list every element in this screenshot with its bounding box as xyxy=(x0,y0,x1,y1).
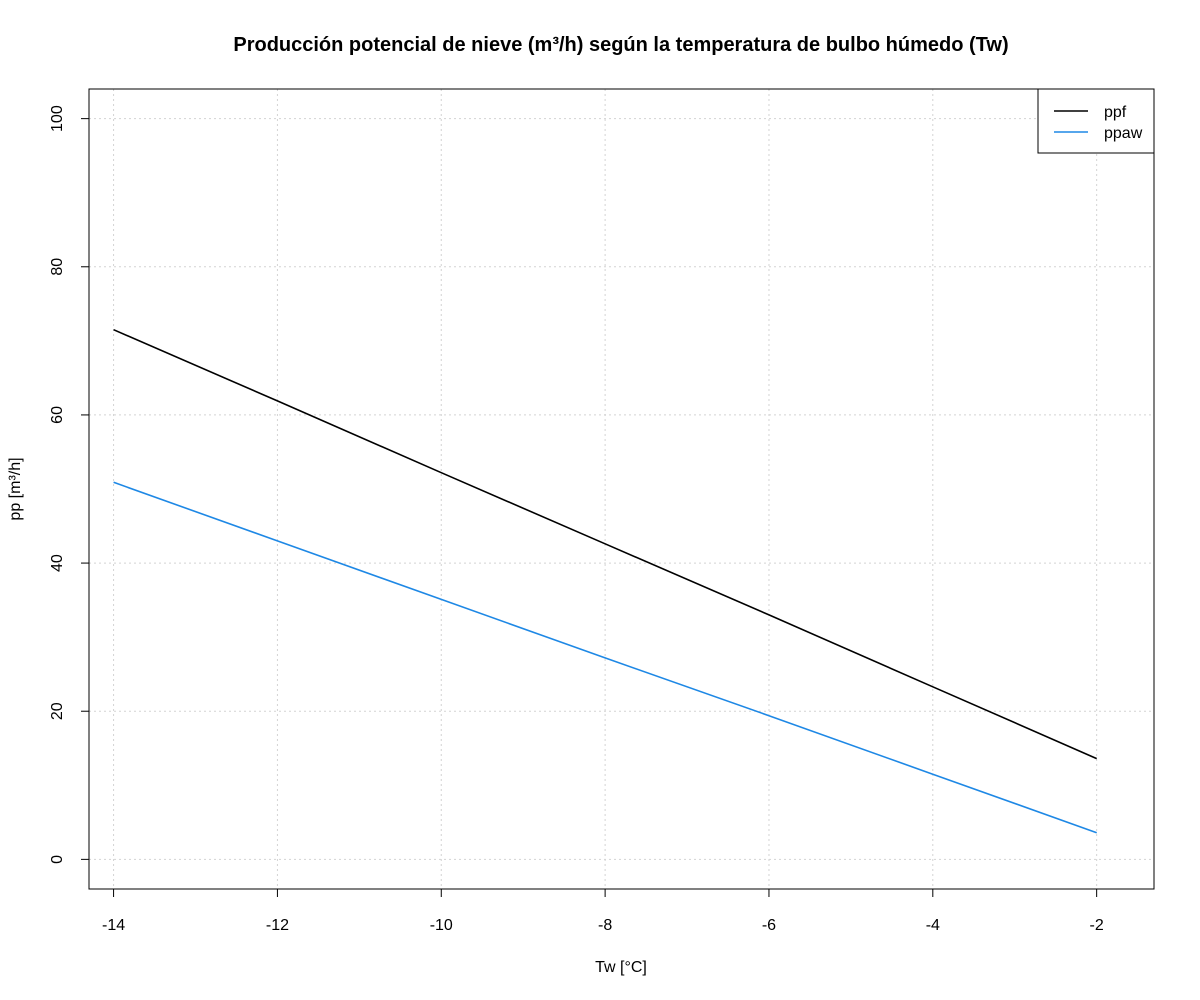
series-line-ppaw xyxy=(113,481,1097,834)
legend-label-ppf: ppf xyxy=(1104,104,1127,121)
series-line-ppf xyxy=(113,328,1098,760)
x-tick-label: -6 xyxy=(762,917,776,934)
y-tick-label: 40 xyxy=(49,554,66,572)
series-group xyxy=(113,328,1098,834)
legend: ppf ppaw xyxy=(1037,88,1155,154)
grid xyxy=(89,89,1154,889)
x-tick-label: -8 xyxy=(598,917,612,934)
y-tick-label: 60 xyxy=(49,406,66,424)
y-tick-label: 100 xyxy=(49,105,66,132)
x-tick-label: -2 xyxy=(1090,917,1104,934)
x-tick-label: -12 xyxy=(266,917,289,934)
x-axis-title: Tw [°C] xyxy=(595,959,647,976)
x-axis: -14 -12 -10 -8 -6 -4 -2 xyxy=(102,888,1104,934)
legend-label-ppaw: ppaw xyxy=(1104,125,1143,142)
y-axis: 0 20 40 60 80 100 xyxy=(49,105,90,864)
y-tick-label: 0 xyxy=(49,855,66,864)
x-tick-label: -4 xyxy=(926,917,940,934)
plot-frame xyxy=(88,88,1155,890)
x-tick-label: -14 xyxy=(102,917,125,934)
chart-title: Producción potencial de nieve (m³/h) seg… xyxy=(233,34,1008,56)
y-tick-label: 20 xyxy=(49,702,66,720)
x-tick-label: -10 xyxy=(430,917,453,934)
legend-box xyxy=(1037,88,1155,154)
y-axis-title: pp [m³/h] xyxy=(7,457,24,520)
y-tick-label: 80 xyxy=(49,258,66,276)
